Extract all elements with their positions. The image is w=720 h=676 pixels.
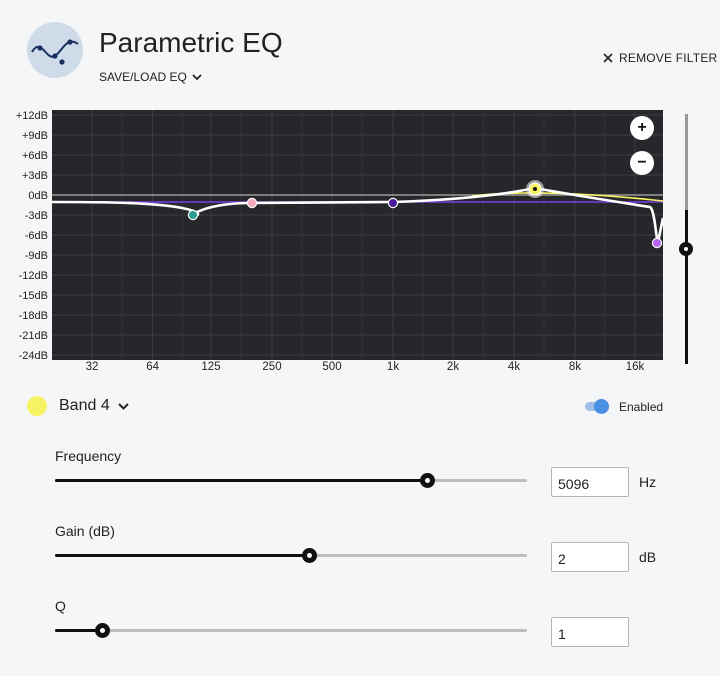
toggle-knob [594,399,609,414]
close-icon [603,53,613,63]
x-axis-tick-label: 64 [146,361,159,373]
frequency-input[interactable] [551,467,629,497]
slider-thumb[interactable] [302,548,318,563]
enabled-toggle[interactable] [585,399,611,414]
q-input[interactable] [551,617,629,647]
y-axis-tick-label: -15dB [18,290,48,302]
y-axis-tick-label: -9dB [24,250,48,262]
band-selector[interactable]: Band 4 [27,396,129,416]
gain-unit: dB [639,549,657,565]
y-axis-tick-label: -6dB [24,230,48,242]
eq-graph[interactable]: + − [51,110,665,360]
minus-icon: − [637,154,647,171]
x-axis-tick-label: 125 [201,361,221,373]
x-axis-tick-label: 1k [386,361,400,373]
chevron-down-icon [118,402,129,410]
slider-fill [55,479,428,482]
x-axis-tick-label: 500 [322,361,342,373]
chevron-down-icon [192,73,202,80]
frequency-unit: Hz [639,474,657,490]
y-axis-tick-label: -18dB [18,310,48,322]
eq-response-curve [51,186,665,245]
q-slider[interactable] [55,623,527,638]
y-axis-tick-label: -24dB [18,350,48,362]
remove-filter-button[interactable]: REMOVE FILTER [603,51,717,65]
x-axis-tick-label: 4k [507,361,521,373]
x-axis-tick-label: 16k [625,361,645,373]
page-title: Parametric EQ [99,27,283,58]
gain-slider[interactable] [55,548,527,563]
y-axis-tick-label: +12dB [15,110,48,122]
enabled-label: Enabled [619,400,664,414]
x-axis-tick-label: 32 [85,361,99,373]
x-axis-tick-label: 250 [262,361,282,373]
y-axis-tick-label: -12dB [18,270,48,282]
band-node-2[interactable] [246,197,258,209]
y-axis-tick-label: +9dB [22,130,48,142]
remove-filter-label: REMOVE FILTER [619,51,718,65]
slider-fill [55,629,103,632]
plus-icon: + [637,119,647,136]
vertical-range-track-inactive [685,114,688,210]
gain-label: Gain (dB) [55,523,115,539]
band-selector-label: Band 4 [59,397,110,414]
save-load-eq-menu[interactable]: SAVE/LOAD EQ [99,70,202,84]
zoom-in-button[interactable]: + [630,116,654,140]
frequency-label: Frequency [55,448,122,464]
x-axis-tick-label: 8k [568,361,582,373]
y-axis-tick-label: +3dB [22,170,48,182]
y-axis-tick-label: -3dB [24,210,48,222]
zoom-out-button[interactable]: − [630,151,654,175]
band-node-1[interactable] [187,209,199,221]
save-load-eq-label: SAVE/LOAD EQ [99,70,187,84]
x-axis-tick-label: 2k [446,361,460,373]
y-axis-tick-label: 0dB [28,190,48,202]
y-axis-tick-label: -21dB [18,330,48,342]
band-color-dot [27,396,47,416]
y-axis-tick-label: +6dB [22,150,48,162]
band-node-3[interactable] [387,197,399,209]
band-node-5[interactable] [651,237,663,249]
slider-thumb[interactable] [420,473,436,488]
vertical-range-thumb[interactable] [679,242,693,256]
q-label: Q [55,598,66,614]
eq-wave-icon [31,39,79,65]
eq-graph-canvas [51,110,665,360]
app-logo [27,22,83,78]
slider-fill [55,554,310,557]
gain-input[interactable] [551,542,629,572]
frequency-slider[interactable] [55,473,527,488]
band-node-center [533,187,537,191]
vertical-range-track[interactable] [685,114,688,364]
slider-thumb[interactable] [94,623,110,638]
